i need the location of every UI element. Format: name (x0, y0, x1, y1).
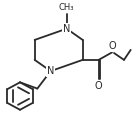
Text: N: N (47, 66, 54, 76)
Text: N: N (63, 24, 70, 34)
Text: CH₃: CH₃ (59, 4, 74, 12)
Text: O: O (95, 81, 102, 91)
Text: O: O (109, 41, 116, 51)
